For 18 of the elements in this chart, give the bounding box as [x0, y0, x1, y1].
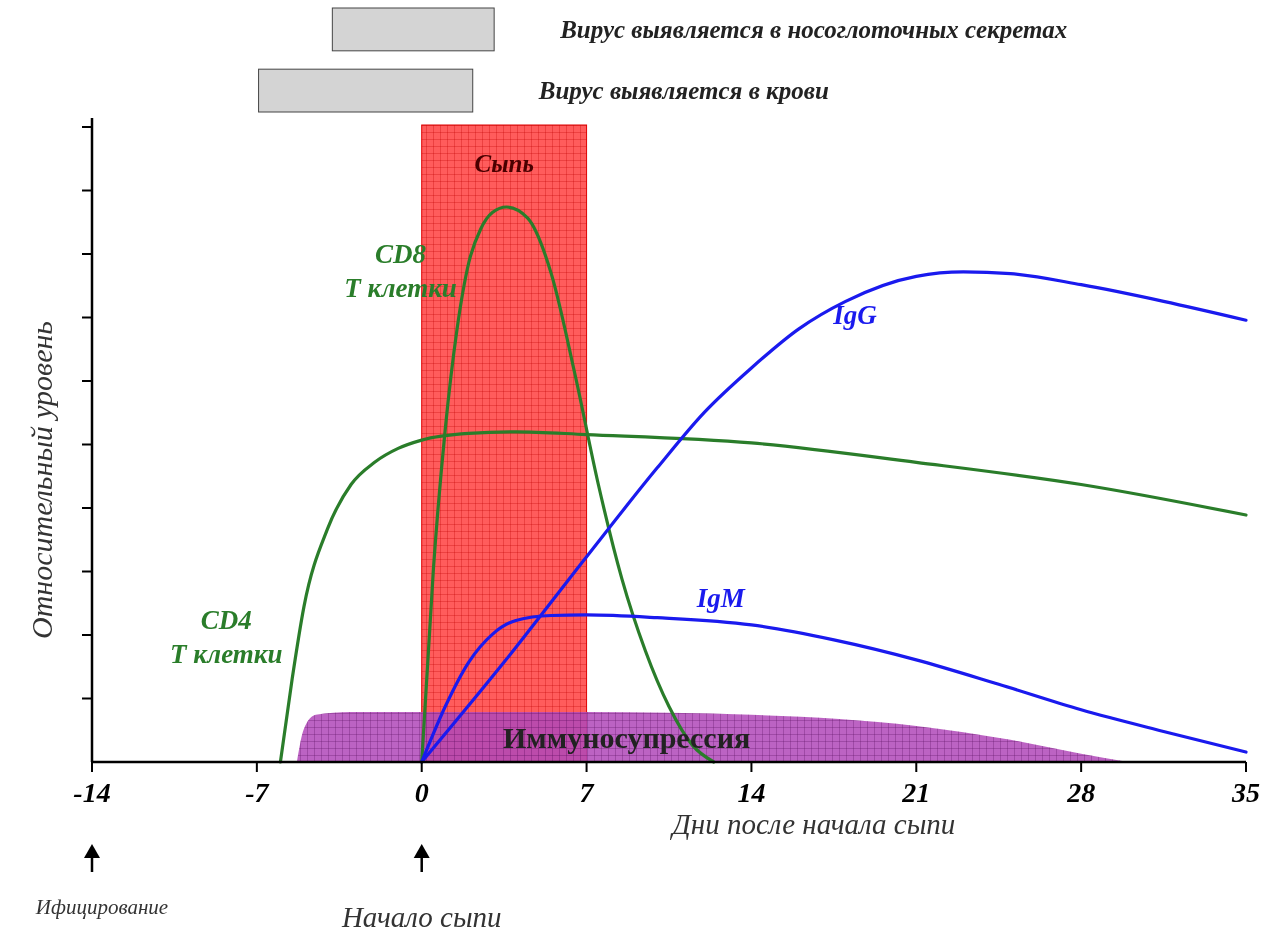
x-tick-label: 14 [737, 777, 766, 808]
series-label: CD4 Т клетки [169, 605, 283, 670]
y-tick-label: Вирус выявляется в крови [537, 77, 829, 105]
x-tick-label: 7 [579, 777, 595, 808]
x-tick-label: 0 [414, 777, 429, 808]
x-tick-label: -7 [245, 777, 270, 808]
x-tick-label: 35 [1231, 777, 1260, 808]
x-axis-title: Дни после начала сыпи [669, 808, 956, 840]
band-label: Сыпь [474, 150, 534, 177]
series-label: IgG [832, 299, 878, 330]
text: Ифицирование [34, 895, 169, 919]
x-tick-label: -14 [73, 777, 111, 808]
x-tick-label: 28 [1066, 777, 1096, 808]
text: Начало сыпи [340, 901, 502, 932]
series-label: IgM [695, 582, 746, 613]
y-axis-title: Относительный уровень [25, 321, 58, 639]
y-tick-label: Вирус выявляется в носоглоточных секретах [559, 15, 1068, 43]
x-tick-label: 21 [901, 777, 931, 808]
